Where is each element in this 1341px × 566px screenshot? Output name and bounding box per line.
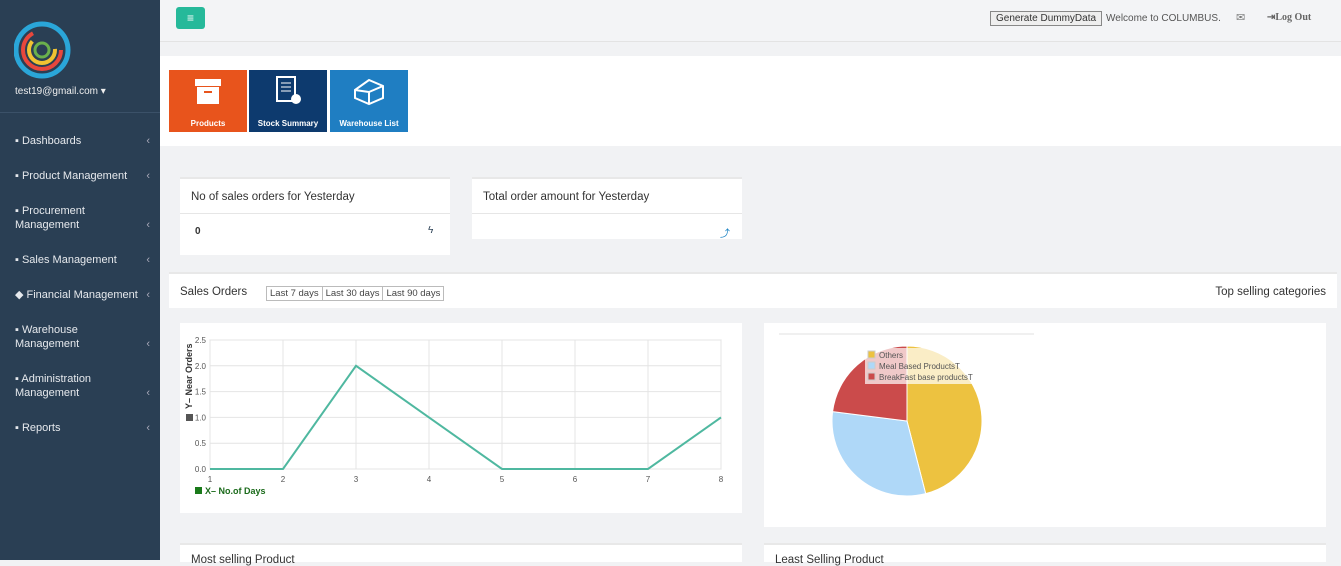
- tile-label: Warehouse List: [339, 119, 399, 128]
- x-tick-label: 8: [719, 475, 724, 484]
- mail-icon[interactable]: ✉: [1236, 12, 1246, 24]
- filter-button[interactable]: Last 90 days: [382, 286, 445, 301]
- generate-button[interactable]: Generate DummyData: [990, 11, 1103, 26]
- bottom-card: Most selling Product: [180, 543, 742, 566]
- section-title: Sales Orders: [180, 286, 248, 298]
- menu-item[interactable]: ▪ Reports ‹: [15, 422, 150, 434]
- legend-label: Others: [879, 351, 903, 360]
- x-tick-label: 7: [646, 475, 651, 484]
- section-title: Top selling categories: [1215, 286, 1326, 298]
- legend-swatch: [867, 372, 876, 381]
- menu-label: Administration Management: [15, 373, 92, 399]
- section-title: Least Selling Product: [775, 554, 884, 566]
- legend-box: [865, 348, 975, 384]
- menu-item[interactable]: ▪ Dashboards ‹: [15, 135, 150, 147]
- y-tick-label: 1.0: [195, 413, 207, 422]
- y-tick-label: 0.0: [195, 465, 207, 474]
- pie-panel: Others Meal Based ProductsT BreakFast base…: [764, 323, 1326, 527]
- stat-value: 0: [195, 226, 201, 237]
- bottom-card: Least Selling Product: [764, 543, 1326, 566]
- filters: Last 7 days Last 30 days Last 90 days: [266, 286, 445, 301]
- x-tick-label: 3: [354, 475, 359, 484]
- menu-toggle[interactable]: ≡: [176, 7, 205, 29]
- menu-item[interactable]: ▪ Product Management ‹: [15, 170, 150, 182]
- menu-item[interactable]: ▪ Administration Management ‹: [15, 373, 150, 399]
- x-tick-label: 5: [500, 475, 505, 484]
- menu-item[interactable]: ▪ Procurement Management ‹: [15, 205, 150, 231]
- pie-chart: Others Meal Based ProductsT BreakFast base…: [779, 333, 1034, 497]
- menu-item[interactable]: ▪ Warehouse Management ‹: [15, 324, 150, 350]
- stat-card: No of sales orders for Yesterday 0 ϟ: [180, 177, 450, 255]
- shortcut-tile[interactable]: Stock Summary: [249, 70, 327, 132]
- logout[interactable]: ⇥Log Out: [1267, 12, 1312, 23]
- stat-title: No of sales orders for Yesterday: [191, 191, 355, 203]
- line-chart: 0.0 0.5 1.0 1.5 2.0 2.5 1 2 3 4 5 6 7 8 X– No.of Days Y…: [184, 336, 724, 496]
- shortcut-tile[interactable]: Warehouse List: [330, 70, 408, 132]
- user-email: test19@gmail.com: [15, 86, 98, 97]
- section-title: Most selling Product: [191, 554, 295, 566]
- stat-card: Total order amount for Yesterday ⤴: [472, 177, 742, 240]
- y-tick-label: 2.5: [195, 336, 207, 345]
- x-tick-label: 1: [208, 475, 213, 484]
- legend-swatch: [867, 361, 876, 370]
- legend-label: Meal Based ProductsT: [879, 362, 960, 371]
- menu-label: Procurement Management: [15, 205, 85, 231]
- topbar: ≡ Generate DummyData Welcome to COLUMBUS…: [160, 0, 1341, 42]
- pie-slice: [831, 411, 927, 497]
- line-panel: 0.0 0.5 1.0 1.5 2.0 2.5 1 2 3 4 5 6 7 8 X– No.of Days Y…: [180, 323, 742, 513]
- y-axis-label: Y– Near Orders: [184, 343, 194, 409]
- menu-label: Dashboards: [21, 135, 82, 147]
- menu-label: Reports: [21, 422, 61, 434]
- y-tick-label: 1.5: [195, 388, 207, 397]
- tile-label: Stock Summary: [257, 119, 319, 128]
- menu-label: Sales Management: [21, 254, 117, 266]
- x-tick-label: 2: [281, 475, 286, 484]
- shortcut-tile[interactable]: Products: [169, 70, 247, 132]
- sales-header: Sales Orders Last 7 days Last 30 days Last…: [169, 272, 1337, 308]
- legend-swatch: [867, 350, 876, 359]
- welcome: Welcome to COLUMBUS.: [1106, 13, 1221, 24]
- filter-button[interactable]: Last 30 days: [321, 286, 384, 301]
- legend-swatch: [195, 487, 202, 494]
- stat-title: Total order amount for Yesterday: [483, 191, 650, 203]
- filter-button[interactable]: Last 7 days: [266, 286, 323, 301]
- legend-label: BreakFast base productsT: [879, 373, 973, 382]
- y-tick-label: 0.5: [195, 439, 207, 448]
- menu-item[interactable]: ◆ Financial Management ‹: [15, 289, 150, 301]
- x-tick-label: 6: [573, 475, 578, 484]
- menu-item[interactable]: ▪ Sales Management ‹: [15, 254, 150, 266]
- logout-label: Log Out: [1275, 12, 1312, 23]
- user-menu[interactable]: test19@gmail.com ▾: [15, 86, 106, 97]
- tile-label: Products: [190, 119, 226, 128]
- logo: [14, 21, 71, 79]
- menu-label: Product Management: [21, 170, 128, 182]
- sidebar: test19@gmail.com ▾ ▪ Dashboards ‹ ▪ Produ…: [0, 0, 160, 560]
- y-tick-label: 2.0: [195, 362, 207, 371]
- line-series: [210, 364, 722, 470]
- legend-swatch: [186, 414, 193, 421]
- menu-label: Warehouse Management: [15, 324, 80, 350]
- x-tick-label: 4: [427, 475, 432, 484]
- plot-frame: [209, 339, 722, 470]
- menu-label: Financial Management: [26, 289, 138, 301]
- x-axis-label: X– No.of Days: [205, 486, 266, 496]
